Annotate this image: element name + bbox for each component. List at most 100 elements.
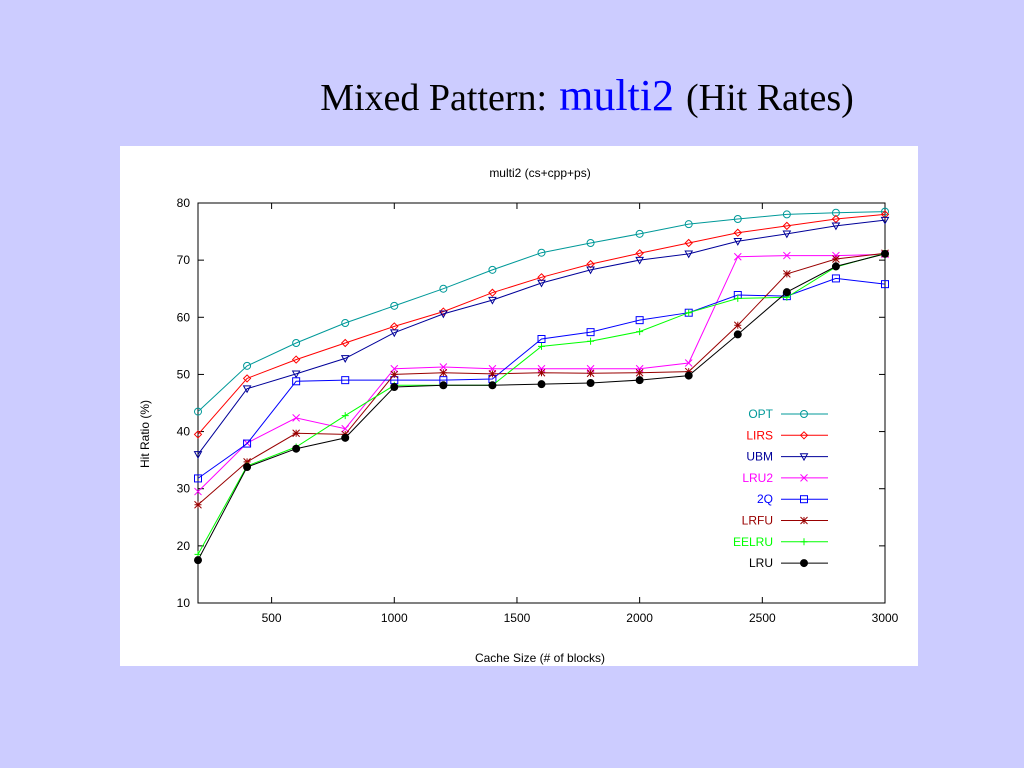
data-point-opt bbox=[881, 207, 889, 216]
data-point-eelru bbox=[587, 337, 595, 345]
data-point-lru bbox=[537, 380, 546, 389]
data-point-lirs bbox=[193, 430, 203, 439]
data-point-ubm bbox=[733, 237, 743, 246]
data-point-ubm bbox=[782, 230, 792, 239]
data-point-2q bbox=[881, 280, 889, 289]
data-point-lrfu bbox=[832, 255, 840, 263]
chart-panel: multi2 (cs+cpp+ps) Cache Size (# of bloc… bbox=[120, 146, 918, 666]
data-point-2q bbox=[341, 376, 350, 385]
data-point-ubm bbox=[880, 216, 890, 225]
series-lirs bbox=[193, 210, 890, 439]
data-point-lirs bbox=[880, 210, 890, 219]
data-point-lirs bbox=[341, 338, 350, 348]
y-tick-label: 20 bbox=[177, 539, 191, 553]
data-point-lirs bbox=[291, 355, 301, 364]
data-point-ubm bbox=[488, 296, 497, 305]
data-point-lru2 bbox=[194, 487, 202, 496]
legend-marker-lrfu bbox=[800, 516, 808, 525]
data-point-lru2 bbox=[439, 363, 448, 371]
legend-item-2q: 2Q bbox=[757, 492, 828, 506]
series-line-opt bbox=[197, 211, 886, 412]
data-point-opt bbox=[733, 215, 742, 223]
data-point-lrfu bbox=[194, 500, 202, 509]
data-point-opt bbox=[439, 284, 448, 293]
data-point-lru bbox=[586, 379, 595, 387]
data-point-opt bbox=[194, 407, 202, 416]
data-point-lrfu bbox=[684, 367, 693, 376]
data-point-ubm bbox=[291, 370, 301, 379]
data-point-ubm bbox=[635, 256, 644, 265]
data-point-ubm bbox=[684, 250, 694, 259]
series-line-lru bbox=[197, 253, 886, 561]
data-point-lirs bbox=[733, 228, 742, 237]
legend-label-2q: 2Q bbox=[757, 492, 773, 506]
series-lru bbox=[194, 249, 889, 565]
legend-marker-eelru bbox=[800, 538, 808, 546]
data-point-opt bbox=[635, 229, 644, 238]
legend-label-opt: OPT bbox=[748, 407, 773, 421]
series-line-2q bbox=[197, 277, 886, 479]
x-tick-label: 2000 bbox=[626, 611, 653, 625]
data-point-eelru bbox=[341, 412, 349, 420]
data-point-lirs bbox=[537, 273, 546, 282]
legend-marker-lirs bbox=[799, 431, 809, 440]
legend-label-lru: LRU bbox=[749, 556, 773, 570]
data-point-eelru bbox=[538, 342, 545, 350]
data-point-opt bbox=[292, 339, 301, 347]
data-point-opt bbox=[831, 208, 840, 217]
data-point-lru bbox=[782, 288, 791, 297]
data-point-lrfu bbox=[243, 458, 251, 466]
data-point-opt bbox=[341, 319, 350, 327]
legend-item-lru: LRU bbox=[749, 556, 828, 570]
data-point-lrfu bbox=[292, 429, 300, 438]
y-tick-label: 60 bbox=[177, 310, 191, 324]
legend-label-lrfu: LRFU bbox=[742, 514, 773, 528]
series-line-lrfu bbox=[197, 252, 886, 506]
data-point-lrfu bbox=[783, 270, 791, 278]
x-tick-label: 1500 bbox=[504, 611, 531, 625]
data-point-lirs bbox=[488, 288, 497, 297]
legend-item-lru2: LRU2 bbox=[742, 471, 828, 485]
data-point-eelru bbox=[636, 328, 644, 336]
data-point-lrfu bbox=[439, 368, 448, 377]
legend-item-lirs: LIRS bbox=[746, 428, 828, 442]
x-tick-label: 1000 bbox=[381, 611, 408, 625]
series-lrfu bbox=[194, 249, 889, 509]
data-point-lrfu bbox=[635, 368, 644, 377]
legend-item-ubm: UBM bbox=[746, 450, 828, 464]
data-point-2q bbox=[537, 335, 546, 343]
data-point-lru bbox=[439, 381, 448, 390]
data-point-lru2 bbox=[292, 414, 300, 422]
data-point-ubm bbox=[193, 451, 203, 459]
legend-marker-lru2 bbox=[800, 474, 808, 482]
series-line-eelru bbox=[197, 252, 886, 555]
legend-marker-ubm bbox=[799, 453, 809, 462]
data-point-ubm bbox=[586, 266, 595, 275]
data-point-lru bbox=[635, 376, 644, 385]
data-point-ubm bbox=[340, 355, 350, 363]
y-tick-label: 50 bbox=[177, 367, 191, 381]
y-tick-label: 10 bbox=[177, 596, 191, 610]
data-point-opt bbox=[586, 239, 595, 247]
data-point-opt bbox=[390, 301, 399, 310]
data-point-eelru bbox=[685, 309, 693, 317]
data-point-2q bbox=[194, 474, 202, 483]
series-opt bbox=[194, 207, 889, 416]
data-point-lru2 bbox=[684, 359, 693, 367]
data-point-lru bbox=[243, 463, 252, 471]
legend-marker-opt bbox=[800, 410, 808, 418]
data-point-lru2 bbox=[783, 251, 791, 260]
data-point-opt bbox=[488, 265, 497, 274]
data-point-ubm bbox=[439, 310, 448, 319]
data-point-lrfu bbox=[488, 370, 497, 378]
legend-label-ubm: UBM bbox=[746, 450, 773, 464]
data-point-2q bbox=[635, 316, 644, 325]
slide-title-accent: multi2 bbox=[559, 71, 674, 120]
data-point-ubm bbox=[831, 222, 841, 231]
slide-title: Mixed Pattern: multi2 (Hit Rates) bbox=[0, 70, 1024, 121]
data-point-lirs bbox=[831, 214, 841, 224]
data-point-lru bbox=[390, 383, 399, 391]
data-point-lru bbox=[733, 330, 742, 339]
data-point-lru2 bbox=[733, 252, 742, 261]
data-point-ubm bbox=[242, 385, 252, 394]
